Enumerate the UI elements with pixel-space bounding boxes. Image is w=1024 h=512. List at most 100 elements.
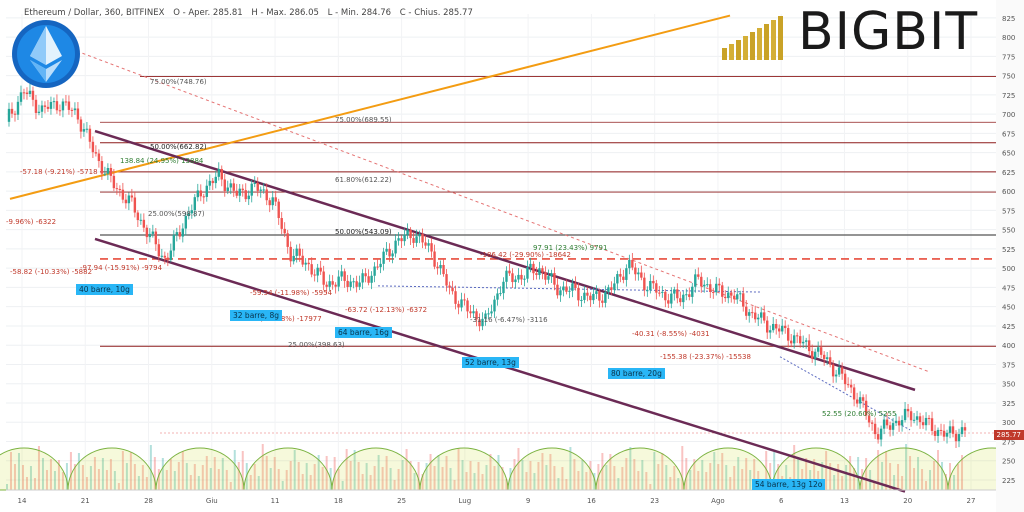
candle-body — [451, 287, 454, 292]
candle-body — [64, 101, 68, 103]
fib-label: 75.00%(748.76) — [150, 78, 207, 86]
volume-bar — [797, 457, 800, 490]
volume-bar — [173, 471, 176, 490]
candle-body — [286, 233, 289, 247]
volume-bar — [197, 476, 200, 490]
candle-body — [619, 274, 622, 277]
volume-bar — [701, 460, 704, 490]
candle-body — [610, 287, 613, 290]
candle-body — [133, 197, 137, 213]
volume-bar — [233, 450, 236, 490]
candle-body — [760, 312, 763, 318]
candle-body — [694, 274, 697, 287]
volume-bar — [341, 481, 344, 490]
candle-body — [691, 286, 694, 297]
candle-body — [385, 248, 388, 252]
candle-body — [873, 423, 877, 435]
volume-bar — [713, 452, 716, 490]
volume-bar — [345, 449, 348, 490]
volume-bar — [301, 474, 304, 490]
candle-body — [28, 90, 32, 94]
candle-body — [625, 268, 628, 280]
candle-body — [247, 195, 250, 200]
volume-bar — [533, 473, 536, 490]
volume-bar — [77, 453, 80, 490]
candle-body — [43, 105, 47, 107]
ethereum-icon — [12, 20, 80, 88]
y-tick-label: 250 — [1002, 458, 1015, 466]
candle-body — [391, 253, 394, 257]
candle-body — [894, 420, 898, 424]
candle-body — [259, 189, 262, 191]
candle-body — [640, 272, 643, 278]
candle-body — [463, 299, 466, 301]
candle-body — [598, 291, 601, 301]
candle-body — [409, 229, 412, 239]
cycle-arc — [331, 447, 421, 491]
volume-bar — [261, 444, 264, 490]
candle-body — [739, 293, 742, 295]
candle-body — [676, 289, 679, 299]
candle-body — [91, 141, 95, 153]
volume-bar — [9, 452, 12, 490]
y-tick-label: 575 — [1002, 207, 1015, 215]
candle-body — [166, 257, 170, 260]
candle-body — [415, 236, 418, 243]
candle-body — [100, 161, 104, 174]
candle-body — [397, 238, 400, 241]
candle-body — [424, 242, 427, 246]
range-box-label: 64 barre, 16g — [335, 327, 392, 338]
cycle-arc — [243, 447, 333, 491]
candle-body — [843, 373, 847, 385]
low-label: L - Min. 284.76 — [327, 8, 392, 18]
candle-body — [792, 335, 796, 344]
x-tick-label: 9 — [526, 497, 530, 505]
candle-body — [82, 129, 86, 132]
candle-body — [918, 416, 922, 423]
volume-bar — [189, 475, 192, 490]
measure-label: 138.84 (24.95%) 13884 — [120, 157, 204, 165]
y-tick-label: 475 — [1002, 284, 1015, 292]
candle-body — [673, 289, 676, 294]
y-tick-label: 775 — [1002, 53, 1015, 61]
measure-label: -31.16 (-6.47%) -3116 — [470, 316, 548, 324]
candle-body — [535, 273, 538, 275]
volume-bar — [409, 461, 412, 490]
volume-bar — [601, 453, 604, 490]
volume-bar — [129, 452, 132, 490]
candle-body — [568, 290, 571, 292]
candle-body — [361, 273, 364, 283]
candle-body — [936, 429, 940, 436]
volume-bar — [937, 450, 940, 490]
candle-body — [754, 312, 757, 320]
candle-body — [205, 185, 208, 197]
candle-body — [103, 173, 107, 175]
cycle-arc — [859, 447, 949, 491]
candle-body — [715, 283, 718, 293]
volume-bar — [105, 470, 108, 490]
candle-body — [763, 312, 766, 321]
volume-bar — [13, 464, 16, 490]
candle-body — [912, 419, 916, 421]
volume-bar — [925, 481, 928, 490]
volume-bar — [493, 466, 496, 490]
volume-bar — [273, 457, 276, 490]
candle-body — [304, 262, 307, 265]
volume-bar — [209, 468, 212, 490]
volume-bar — [61, 472, 64, 490]
candle-body — [816, 347, 820, 352]
volume-bar — [945, 474, 948, 490]
candle-body — [637, 272, 640, 275]
candle-body — [40, 105, 44, 112]
candle-body — [718, 283, 721, 286]
y-tick-label: 300 — [1002, 419, 1015, 427]
candle-body — [529, 263, 532, 268]
volume-bar — [25, 477, 28, 490]
volume-bar — [317, 455, 320, 490]
volume-bar — [605, 465, 608, 490]
y-tick-label: 275 — [1002, 438, 1015, 446]
volume-bar — [629, 447, 632, 490]
fib-label: 50.00%(662.82) — [150, 143, 207, 151]
volume-bar — [161, 458, 164, 490]
